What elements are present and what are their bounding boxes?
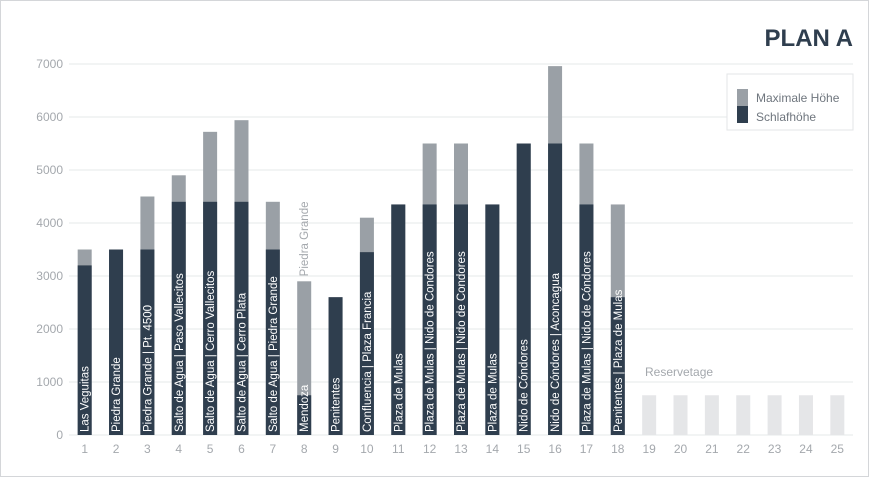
bar-label: Las Veguitas: [80, 366, 92, 432]
reserve-label: Reservetage: [645, 365, 713, 379]
bar-sleep-height: [610, 297, 625, 435]
bar-sleep-height: [328, 297, 343, 435]
bar-sleep-height: [485, 204, 500, 435]
bar-label: Salto de Agua | Cerro Plata: [236, 292, 248, 432]
legend-label-max-height: Maximale Höhe: [756, 91, 840, 105]
bar-reserve-day: [767, 395, 782, 435]
bar-label: Penitentes | Plaza de Mulas: [613, 289, 625, 432]
bar-sleep-height: [140, 249, 155, 435]
x-tick-label: 11: [392, 442, 405, 456]
bar-sleep-height: [297, 395, 312, 435]
y-tick-label: 2000: [36, 322, 63, 336]
bar-label: Piedra Grande: [111, 357, 123, 432]
bar-label: Nido de Cóndores: [519, 339, 531, 432]
bar-label: Salto de Agua | Paso Vallecitos: [174, 273, 186, 432]
bar-label: Plaza de Mulas | Nido de Cóndores: [581, 251, 593, 432]
bar-reserve-day: [704, 395, 719, 435]
y-tick-label: 0: [56, 428, 63, 442]
x-tick-label: 10: [360, 442, 374, 456]
legend-swatch-sleep-height: [737, 106, 748, 123]
bar-sleep-height: [391, 204, 406, 435]
bar-sleep-height: [77, 265, 92, 435]
y-axis: 0 1000 2000 3000 4000 5000 6000 7000: [36, 57, 63, 442]
bar-label: Salto de Agua | Piedra Grande: [268, 276, 280, 432]
bar-sleep-height: [454, 204, 468, 435]
x-tick-label: 25: [831, 442, 845, 456]
bar-reserve-day: [642, 395, 657, 435]
bar-sleep-height: [265, 249, 280, 435]
bar-sleep-height: [422, 204, 437, 435]
x-tick-label: 5: [207, 442, 214, 456]
x-tick-label: 9: [332, 442, 339, 456]
x-tick-label: 7: [269, 442, 276, 456]
chart-title: PLAN A: [765, 25, 853, 52]
x-tick-label: 21: [705, 442, 719, 456]
bar-reserve-day: [798, 395, 813, 435]
x-tick-label: 3: [144, 442, 151, 456]
x-tick-label: 23: [768, 442, 782, 456]
legend-swatch-max-height: [737, 89, 748, 106]
bar-reserve-day: [830, 395, 845, 435]
y-tick-label: 1000: [36, 375, 63, 389]
bar-label: Salto de Agua | Cerro Vallecitos: [205, 270, 217, 432]
bar-reserve-day: [673, 395, 688, 435]
bar-sleep-height: [359, 252, 374, 435]
bar-sleep-height: [234, 201, 249, 435]
bar-sleep-height: [203, 201, 218, 435]
x-tick-label: 13: [454, 442, 468, 456]
x-tick-label: 16: [548, 442, 562, 456]
x-tick-label: 12: [423, 442, 437, 456]
x-tick-label: 14: [486, 442, 500, 456]
x-tick-label: 2: [113, 442, 120, 456]
x-tick-label: 1: [81, 442, 88, 456]
legend-label-sleep-height: Schlafhöhe: [756, 110, 816, 124]
y-tick-label: 3000: [36, 269, 63, 283]
y-tick-label: 6000: [36, 110, 63, 124]
bar-label: Nido de Cóndores | Aconcagua: [550, 272, 562, 432]
y-tick-label: 4000: [36, 216, 63, 230]
x-tick-label: 18: [611, 442, 625, 456]
bar-sleep-height: [109, 249, 124, 435]
bar-sleep-height: [516, 143, 531, 435]
bar-label: Confluencia | Plaza Francia: [362, 291, 374, 432]
legend: Maximale Höhe Schlafhöhe: [726, 73, 854, 131]
bar-label: Plaza de Mulas: [487, 353, 499, 432]
bar-label: Plaza de Mulas | Nido de Condores: [456, 251, 468, 432]
y-tick-label: 7000: [36, 57, 63, 71]
x-tick-label: 17: [580, 442, 594, 456]
bar-sleep-height: [579, 204, 594, 435]
bar-sleep-height: [548, 143, 563, 435]
x-tick-label: 8: [301, 442, 308, 456]
annotation-piedra-grande: Piedra Grande: [299, 202, 311, 277]
x-tick-label: 19: [642, 442, 656, 456]
x-tick-label: 24: [799, 442, 813, 456]
x-tick-label: 6: [238, 442, 245, 456]
y-tick-label: 5000: [36, 163, 63, 177]
bar-label: Mendoza: [299, 384, 311, 432]
x-tick-label: 4: [175, 442, 182, 456]
bar-label: Plaza de Mulas | Nido de Condores: [425, 251, 437, 432]
x-tick-label: 15: [517, 442, 531, 456]
bar-labels: Las Veguitas Piedra Grande Piedra Grande |…: [80, 202, 625, 432]
bars: [77, 66, 845, 436]
x-axis: 1 2 3 4 5 6 7 8 9 10 11 12 13 14 15 16 17 18 19 20 21 22 23 24 2…: [81, 442, 844, 456]
bar-reserve-day: [736, 395, 751, 435]
bar-label: Penitentes: [331, 377, 343, 432]
bar-label: Plaza de Mulas: [393, 353, 405, 432]
x-tick-label: 22: [737, 442, 751, 456]
x-tick-label: 20: [674, 442, 688, 456]
bar-sleep-height: [171, 201, 186, 435]
bar-label: Piedra Grande | Pt. 4500: [142, 305, 154, 432]
